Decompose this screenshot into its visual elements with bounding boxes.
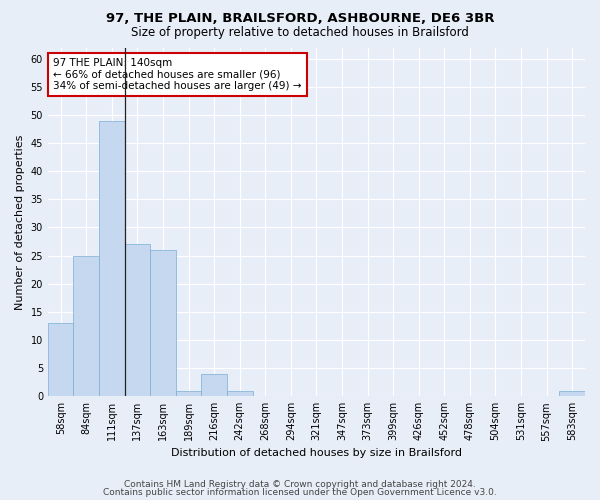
Text: 97 THE PLAIN: 140sqm
← 66% of detached houses are smaller (96)
34% of semi-detac: 97 THE PLAIN: 140sqm ← 66% of detached h… [53,58,302,91]
Text: 97, THE PLAIN, BRAILSFORD, ASHBOURNE, DE6 3BR: 97, THE PLAIN, BRAILSFORD, ASHBOURNE, DE… [106,12,494,26]
Bar [99,120,125,396]
Bar [150,250,176,396]
Bar [202,374,227,396]
Y-axis label: Number of detached properties: Number of detached properties [15,134,25,310]
Bar [48,323,73,396]
Bar [559,390,585,396]
Bar [73,256,99,396]
Bar [227,390,253,396]
X-axis label: Distribution of detached houses by size in Brailsford: Distribution of detached houses by size … [171,448,462,458]
Bar [125,244,150,396]
Text: Contains HM Land Registry data © Crown copyright and database right 2024.: Contains HM Land Registry data © Crown c… [124,480,476,489]
Text: Contains public sector information licensed under the Open Government Licence v3: Contains public sector information licen… [103,488,497,497]
Bar [176,390,202,396]
Text: Size of property relative to detached houses in Brailsford: Size of property relative to detached ho… [131,26,469,39]
